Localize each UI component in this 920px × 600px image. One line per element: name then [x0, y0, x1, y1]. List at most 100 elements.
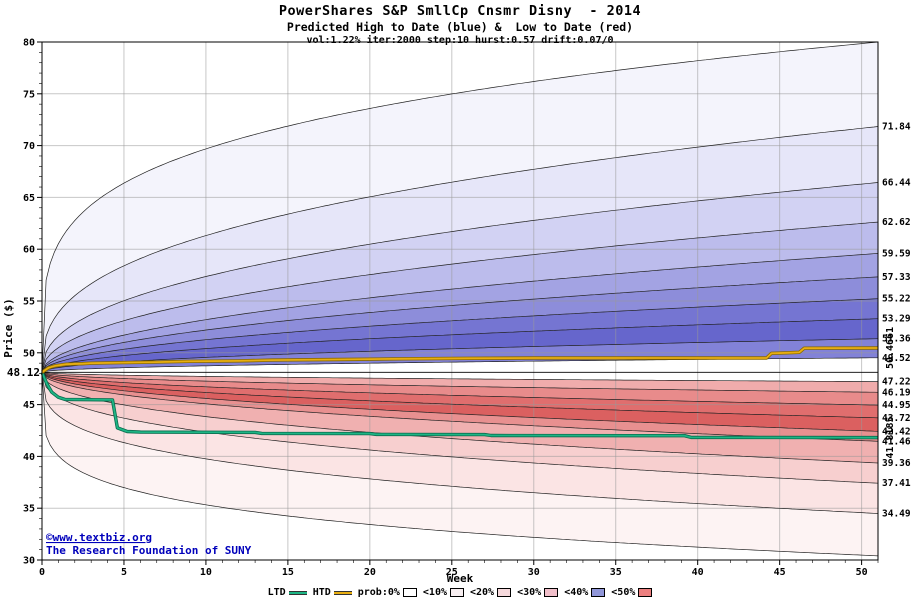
x-tick-label: 15 [282, 567, 294, 578]
chart-subtitle: Predicted High to Date (blue) & Low to D… [286, 20, 634, 34]
band-boundary-line [41, 372, 879, 484]
high-prob-band [42, 126, 878, 373]
price-level-label: 59.59 [882, 248, 911, 259]
band-boundary-line [41, 253, 879, 373]
foundation-label: The Research Foundation of SUNY [46, 544, 252, 557]
price-level-label: 57.33 [882, 272, 911, 283]
low-prob-band [42, 372, 878, 514]
high-prob-band [42, 298, 878, 373]
y-axis-title: Price ($) [2, 298, 15, 358]
legend-item-ltd: LTD [268, 587, 307, 598]
x-tick-label: 50 [856, 567, 868, 578]
legend-label: <30% [517, 587, 542, 598]
y-tick-label: 65 [23, 193, 35, 204]
y-tick-label: 40 [23, 452, 35, 463]
high-prob-band [42, 182, 878, 373]
legend-swatch [333, 590, 352, 595]
price-level-label: 42.42 [882, 426, 911, 437]
legend-swatch [497, 588, 512, 597]
band-boundary-line [41, 221, 879, 373]
x-tick-label: 40 [692, 567, 704, 578]
band-boundary-line [41, 182, 879, 373]
low-prob-band [42, 372, 878, 406]
band-boundary-line [41, 338, 879, 373]
band-boundary-line [41, 371, 879, 393]
high-prob-band [42, 338, 878, 373]
legend-label: HTD [312, 587, 331, 598]
y-tick-label: 30 [23, 556, 35, 567]
x-tick-label: 45 [774, 567, 786, 578]
high-prob-band [42, 222, 878, 373]
legend-swatch [544, 588, 559, 597]
legend-label: <50% [611, 587, 636, 598]
price-level-label: 44.95 [882, 400, 911, 411]
legend-item-40: <40% [564, 587, 606, 598]
band-boundary-line [41, 318, 879, 373]
chart-header: PowerShares S&P SmllCp Cnsmr Disny - 201… [0, 3, 920, 46]
y-tick-label: 45 [23, 400, 35, 411]
price-level-label: 51.36 [882, 334, 911, 345]
band-boundary-line [41, 372, 879, 442]
band-boundary-line [41, 372, 879, 432]
htd-final-label: 50.4661 [885, 327, 896, 369]
band-boundary-line [41, 372, 879, 419]
x-tick-label: 5 [121, 567, 127, 578]
low-prob-band [42, 372, 878, 463]
y-tick-label: 55 [23, 297, 35, 308]
x-tick-label: 35 [610, 567, 622, 578]
band-boundary-line [41, 276, 879, 373]
y-tick-label: 75 [23, 89, 35, 100]
legend-swatch [288, 590, 307, 595]
price-level-label: 39.36 [882, 458, 911, 469]
band-boundary-line [41, 372, 879, 514]
legend-item-20: <20% [470, 587, 512, 598]
high-prob-band [42, 42, 878, 373]
x-tick-label: 10 [200, 567, 212, 578]
legend-item-htd: HTD [313, 587, 352, 598]
price-level-label: 66.44 [882, 177, 911, 188]
legend-swatch [638, 588, 653, 597]
low-prob-band [42, 372, 878, 393]
legend-item-30: <30% [517, 587, 559, 598]
price-level-label: 46.19 [882, 387, 911, 398]
chart-params: vol:1.22% iter:2000 step:10 hurst:0.57 d… [306, 35, 614, 46]
copyright-link[interactable]: ©www.textbiz.org [46, 531, 152, 544]
legend-swatch [450, 588, 464, 597]
band-boundary-line [41, 371, 879, 406]
high-prob-band [42, 318, 878, 373]
chart-render-root: 30 35 40 45 50 55 60 65 70 75 80 0 5 10 15 20 25 30 35 40 45… [23, 38, 911, 578]
legend-swatch [402, 588, 417, 597]
x-tick-label: 30 [528, 567, 540, 578]
low-prob-band [42, 372, 878, 442]
y-tick-label: 35 [23, 504, 35, 515]
x-tick-label: 20 [364, 567, 376, 578]
price-level-label: 49.52 [882, 353, 911, 364]
price-level-label: 37.41 [882, 478, 911, 489]
low-prob-band [42, 372, 878, 432]
fan-chart: 30 35 40 45 50 55 60 65 70 75 80 0 5 10 15 20 25 30 35 40 45… [2, 38, 911, 585]
band-boundary-line [41, 371, 878, 382]
y-tick-label: 80 [23, 38, 35, 49]
price-level-label: 55.22 [882, 294, 911, 305]
low-prob-band [42, 372, 878, 556]
price-level-label: 41.46 [882, 436, 911, 447]
htd-line [41, 347, 879, 374]
legend-swatch [591, 588, 606, 597]
y-tick-label: 50 [23, 348, 35, 359]
band-boundary-line [41, 298, 879, 373]
legend-label: <40% [564, 587, 589, 598]
legend-item-50: <50% [611, 587, 653, 598]
legend-item-prob0: prob:0% [358, 587, 417, 598]
legend-label: <10% [422, 587, 447, 598]
high-prob-band [42, 253, 878, 373]
ltd-final-label: 41.8185 [885, 416, 896, 458]
legend-label: <20% [470, 587, 495, 598]
price-level-label: 62.62 [882, 217, 911, 228]
band-boundary-line [41, 126, 879, 373]
low-prob-band [42, 372, 878, 418]
price-level-label: 53.29 [882, 314, 911, 325]
price-level-label: 34.49 [882, 508, 911, 519]
low-prob-band [42, 372, 878, 484]
price-level-label: 71.84 [882, 122, 911, 133]
